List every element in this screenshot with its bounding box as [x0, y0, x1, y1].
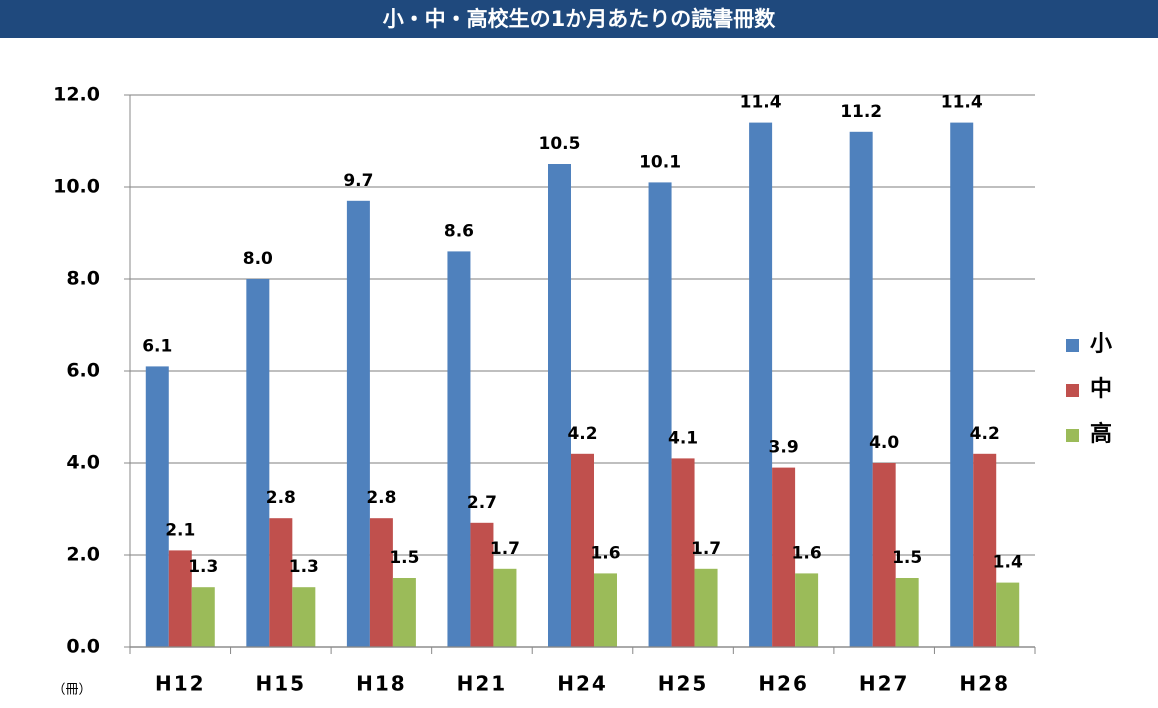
data-label: 1.7 — [691, 539, 721, 559]
data-label: 11.4 — [941, 93, 983, 113]
title-bar — [0, 0, 1158, 38]
bar — [749, 122, 773, 648]
legend-label: 中 — [1090, 377, 1112, 402]
bar — [996, 582, 1020, 647]
bar — [269, 518, 293, 647]
data-label: 10.5 — [539, 134, 581, 154]
legend-label: 小 — [1090, 332, 1112, 357]
bar — [772, 467, 796, 647]
x-tick-label: H27 — [859, 672, 910, 696]
x-tick-label: H21 — [457, 672, 508, 696]
bar — [895, 578, 919, 647]
data-label: 4.0 — [869, 433, 899, 453]
data-label: 1.5 — [389, 548, 419, 568]
y-tick-label: 12.0 — [53, 84, 100, 106]
x-tick-label: H24 — [557, 672, 608, 696]
x-tick-label: H25 — [658, 672, 709, 696]
legend-swatch — [1066, 384, 1079, 397]
y-tick-label: 4.0 — [66, 452, 100, 474]
data-label: 2.8 — [266, 488, 296, 508]
bar — [346, 200, 370, 648]
bar — [671, 458, 695, 647]
data-label: 6.1 — [142, 336, 172, 356]
bar — [470, 522, 494, 647]
bar — [191, 587, 215, 647]
data-label: 1.3 — [188, 557, 218, 577]
bar — [973, 453, 997, 647]
data-label: 11.2 — [840, 102, 882, 122]
data-label: 3.9 — [769, 438, 799, 458]
data-label: 4.2 — [567, 424, 597, 444]
legend-swatch — [1066, 429, 1079, 442]
bar — [246, 279, 270, 647]
data-label: 9.7 — [343, 171, 373, 191]
y-tick-label: 2.0 — [66, 544, 100, 566]
x-tick-label: H12 — [155, 672, 206, 696]
y-unit: （冊） — [52, 683, 91, 698]
bar — [950, 122, 974, 648]
y-tick-label: 0.0 — [66, 636, 100, 658]
data-label: 1.6 — [590, 543, 620, 563]
y-tick-label: 8.0 — [66, 268, 100, 290]
bar — [447, 251, 471, 647]
data-label: 2.8 — [366, 488, 396, 508]
data-label: 1.4 — [993, 553, 1023, 573]
data-label: 4.2 — [970, 424, 1000, 444]
bar — [292, 587, 316, 647]
bar — [548, 164, 571, 647]
legend-swatch — [1066, 339, 1079, 352]
bar — [648, 182, 672, 647]
bar — [849, 131, 873, 648]
bar — [594, 573, 617, 647]
bar — [571, 453, 594, 647]
data-label: 8.0 — [243, 249, 273, 269]
x-tick-label: H15 — [256, 672, 307, 696]
data-label: 8.6 — [444, 221, 474, 241]
x-tick-label: H28 — [959, 672, 1010, 696]
data-label: 1.5 — [892, 548, 922, 568]
data-label: 2.1 — [165, 520, 195, 540]
bar — [369, 518, 393, 647]
data-label: 1.6 — [792, 543, 822, 563]
bar — [493, 568, 517, 647]
bar — [872, 463, 896, 647]
legend-label: 高 — [1090, 421, 1112, 447]
data-label: 11.4 — [740, 93, 782, 113]
data-label: 1.3 — [289, 557, 319, 577]
bar — [392, 578, 416, 647]
data-label: 1.7 — [490, 539, 520, 559]
bar — [795, 573, 819, 647]
data-label: 4.1 — [668, 428, 698, 448]
chart-title: 小・中・高校生の1か月あたりの読書冊数 — [383, 7, 777, 31]
data-label: 2.7 — [467, 493, 497, 513]
y-tick-label: 6.0 — [66, 360, 100, 382]
bar — [694, 568, 718, 647]
bar — [145, 366, 169, 647]
x-tick-label: H18 — [356, 672, 407, 696]
x-tick-label: H26 — [758, 672, 809, 696]
y-tick-label: 10.0 — [53, 176, 100, 198]
bar — [168, 550, 192, 647]
data-label: 10.1 — [639, 152, 681, 172]
